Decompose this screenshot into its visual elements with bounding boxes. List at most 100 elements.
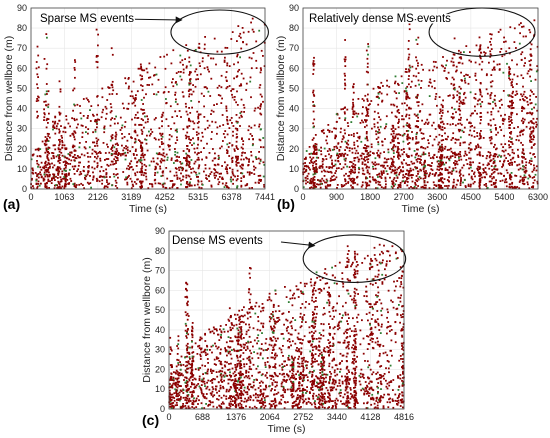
scatter-point — [244, 397, 246, 400]
scatter-point — [505, 181, 508, 184]
scatter-point — [88, 165, 90, 167]
scatter-point — [186, 381, 189, 383]
scatter-point — [105, 117, 107, 120]
scatter-point — [394, 169, 396, 172]
scatter-point — [327, 129, 329, 131]
scatter-point — [392, 146, 394, 149]
scatter-point — [187, 328, 189, 330]
scatter-point — [220, 348, 222, 351]
scatter-point — [305, 182, 307, 185]
scatter-point — [459, 144, 462, 147]
scatter-point — [522, 85, 524, 88]
scatter-point — [313, 187, 316, 189]
scatter-point — [257, 316, 259, 318]
scatter-point — [116, 142, 119, 145]
scatter-point — [412, 168, 415, 171]
scatter-point — [264, 361, 267, 364]
scatter-point — [68, 172, 70, 175]
scatter-point — [232, 134, 234, 137]
scatter-point — [179, 374, 181, 377]
scatter-point — [510, 172, 513, 174]
scatter-point — [304, 170, 307, 173]
scatter-point — [366, 386, 369, 388]
scatter-point — [185, 66, 188, 69]
scatter-point — [405, 87, 407, 90]
scatter-point — [127, 78, 130, 80]
scatter-point — [231, 171, 234, 173]
scatter-point — [469, 142, 472, 144]
scatter-point — [182, 95, 185, 98]
scatter-point — [108, 182, 111, 185]
scatter-point — [446, 185, 448, 187]
scatter-point — [200, 347, 203, 350]
scatter-point — [239, 402, 242, 405]
panel-a: 0 1063 2126 3189 4252 5315 6378 7441 0102030405… — [3, 3, 275, 215]
scatter-point — [344, 78, 346, 81]
scatter-point — [384, 185, 387, 188]
scatter-point — [461, 79, 463, 82]
scatter-point — [240, 83, 242, 86]
scatter-point — [334, 374, 337, 377]
scatter-point — [210, 138, 213, 140]
scatter-point — [510, 119, 513, 121]
scatter-point — [405, 130, 408, 132]
scatter-point — [390, 185, 393, 188]
scatter-point — [500, 156, 502, 158]
scatter-point — [499, 106, 501, 109]
scatter-point — [136, 90, 139, 93]
scatter-point — [413, 186, 416, 189]
scatter-point — [203, 43, 206, 46]
scatter-point — [457, 122, 459, 125]
scatter-point — [433, 87, 436, 90]
scatter-point — [478, 172, 481, 174]
scatter-point — [45, 143, 48, 146]
scatter-point — [508, 140, 510, 143]
scatter-point — [254, 396, 257, 399]
scatter-point — [359, 122, 362, 124]
scatter-point — [397, 186, 399, 189]
scatter-point — [185, 295, 188, 298]
scatter-point — [342, 108, 344, 110]
scatter-point — [414, 166, 417, 168]
scatter-point — [52, 124, 55, 127]
scatter-point — [443, 163, 446, 166]
scatter-point — [36, 116, 39, 119]
scatter-point — [415, 59, 418, 62]
scatter-point — [406, 169, 408, 172]
scatter-point — [219, 147, 221, 150]
scatter-point — [317, 156, 320, 159]
scatter-point — [258, 125, 260, 128]
scatter-point — [411, 180, 414, 183]
scatter-point — [381, 307, 384, 310]
scatter-point — [389, 168, 392, 170]
scatter-point — [502, 164, 504, 167]
scatter-point — [425, 170, 427, 172]
scatter-point — [532, 169, 535, 171]
scatter-point — [490, 37, 493, 40]
scatter-point — [520, 141, 522, 144]
scatter-point — [363, 295, 366, 297]
scatter-point — [134, 114, 137, 116]
scatter-point — [160, 153, 163, 156]
scatter-point — [436, 66, 438, 69]
scatter-point — [353, 159, 356, 162]
scatter-point — [332, 336, 334, 339]
scatter-point — [342, 135, 345, 138]
scatter-point — [110, 84, 113, 86]
scatter-point — [232, 130, 234, 133]
scatter-point — [353, 132, 355, 135]
scatter-point — [237, 372, 240, 375]
scatter-point — [428, 113, 431, 116]
scatter-point — [318, 149, 320, 152]
scatter-point — [344, 84, 347, 87]
scatter-point — [196, 176, 198, 178]
scatter-point — [334, 163, 337, 166]
scatter-point — [38, 184, 41, 187]
scatter-point — [441, 120, 444, 123]
scatter-point — [441, 147, 444, 149]
scatter-point — [248, 56, 251, 59]
scatter-point — [509, 100, 511, 103]
scatter-point — [73, 138, 76, 141]
scatter-point — [514, 94, 517, 96]
scatter-point — [494, 102, 497, 105]
